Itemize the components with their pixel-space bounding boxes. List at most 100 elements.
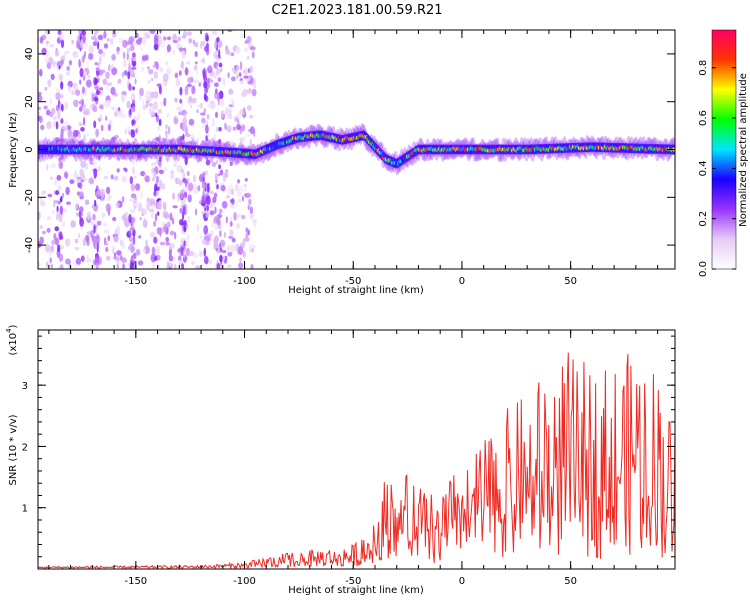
noise-streak [60, 81, 64, 90]
noise-streak [184, 191, 188, 199]
noise-speckle [137, 202, 143, 211]
noise-speckle [237, 186, 244, 194]
noise-speckle [72, 129, 79, 138]
noise-speckle [164, 166, 168, 173]
noise-streak [58, 65, 61, 70]
noise-speckle [175, 115, 179, 119]
noise-speckle [75, 212, 80, 217]
noise-speckle [137, 260, 144, 266]
noise-speckle [144, 175, 150, 183]
noise-streak [205, 195, 211, 205]
noise-streak [60, 264, 64, 269]
noise-streak [82, 75, 86, 81]
noise-speckle [192, 175, 196, 183]
noise-speckle [253, 221, 257, 228]
noise-speckle [239, 80, 245, 85]
noise-speckle [202, 189, 205, 197]
noise-speckle [138, 235, 142, 239]
noise-streak [179, 98, 183, 104]
noise-speckle [213, 133, 216, 140]
noise-speckle [103, 222, 108, 227]
x-tick-label: -100 [233, 576, 256, 587]
noise-streak [58, 217, 63, 223]
noise-speckle [180, 61, 184, 69]
noise-speckle [38, 95, 43, 102]
noise-streak [203, 247, 206, 257]
noise-speckle [231, 237, 236, 243]
noise-streak [219, 208, 222, 216]
noise-streak [214, 41, 217, 49]
noise-streak [156, 254, 161, 261]
figure-title: C2E1.2023.181.00.59.R21 [271, 3, 442, 18]
noise-speckle [245, 227, 248, 233]
noise-speckle [230, 204, 235, 209]
noise-speckle [208, 64, 212, 71]
noise-streak [131, 119, 136, 126]
y-tick-label: -20 [24, 189, 35, 205]
noise-speckle [233, 65, 237, 69]
noise-speckle [209, 79, 214, 83]
noise-streak [78, 133, 81, 140]
colorbar: 0.0 0.2 0.4 0.6 0.8 Normalized spectral ampl… [698, 29, 749, 277]
noise-speckle [111, 67, 118, 76]
noise-speckle [244, 236, 250, 242]
noise-speckle [146, 197, 150, 203]
noise-speckle [217, 77, 222, 83]
noise-speckle [169, 138, 175, 144]
noise-speckle [199, 234, 203, 239]
snr-xlabel: Height of straight line (km) [288, 585, 424, 596]
noise-streak [203, 81, 208, 89]
noise-speckle [191, 97, 197, 104]
noise-streak [78, 122, 84, 127]
noise-speckle [243, 47, 249, 52]
noise-speckle [180, 200, 184, 205]
snr-multiplier-exponent: 4 [5, 328, 13, 333]
noise-speckle [249, 114, 254, 119]
noise-speckle [102, 101, 107, 108]
noise-speckle [39, 115, 43, 124]
noise-speckle [169, 242, 175, 249]
noise-speckle [116, 225, 120, 234]
noise-speckle [242, 251, 246, 258]
noise-speckle [107, 123, 111, 132]
noise-speckle [219, 169, 224, 176]
noise-speckle [72, 50, 79, 59]
noise-speckle [47, 193, 53, 198]
noise-speckle [198, 82, 202, 87]
noise-streak [94, 199, 97, 207]
noise-speckle [121, 175, 128, 183]
noise-speckle [225, 195, 230, 199]
noise-speckle [238, 246, 244, 256]
noise-streak [55, 190, 60, 195]
noise-speckle [130, 66, 137, 70]
noise-speckle [107, 139, 113, 146]
noise-speckle [237, 118, 240, 125]
noise-speckle [121, 72, 125, 77]
noise-speckle [148, 103, 154, 107]
noise-streak [129, 176, 133, 185]
noise-streak [217, 262, 221, 269]
noise-streak [157, 108, 163, 114]
noise-speckle [50, 73, 55, 81]
noise-speckle [121, 242, 125, 249]
noise-streak [205, 124, 209, 134]
noise-speckle [186, 83, 192, 88]
noise-speckle [122, 263, 125, 269]
noise-speckle [217, 173, 221, 177]
noise-streak [79, 79, 82, 85]
noise-streak [128, 214, 132, 223]
noise-speckle [186, 61, 191, 65]
noise-streak [96, 89, 100, 96]
noise-streak [58, 73, 64, 82]
noise-speckle [165, 236, 170, 243]
noise-speckle [238, 199, 241, 203]
noise-streak [126, 48, 131, 53]
noise-speckle [227, 252, 233, 257]
noise-streak [57, 30, 62, 35]
noise-speckle [187, 177, 190, 184]
noise-streak [130, 183, 136, 192]
noise-speckle [215, 111, 218, 118]
noise-speckle [68, 60, 73, 66]
noise-speckle [96, 234, 100, 244]
noise-speckle [116, 250, 122, 256]
